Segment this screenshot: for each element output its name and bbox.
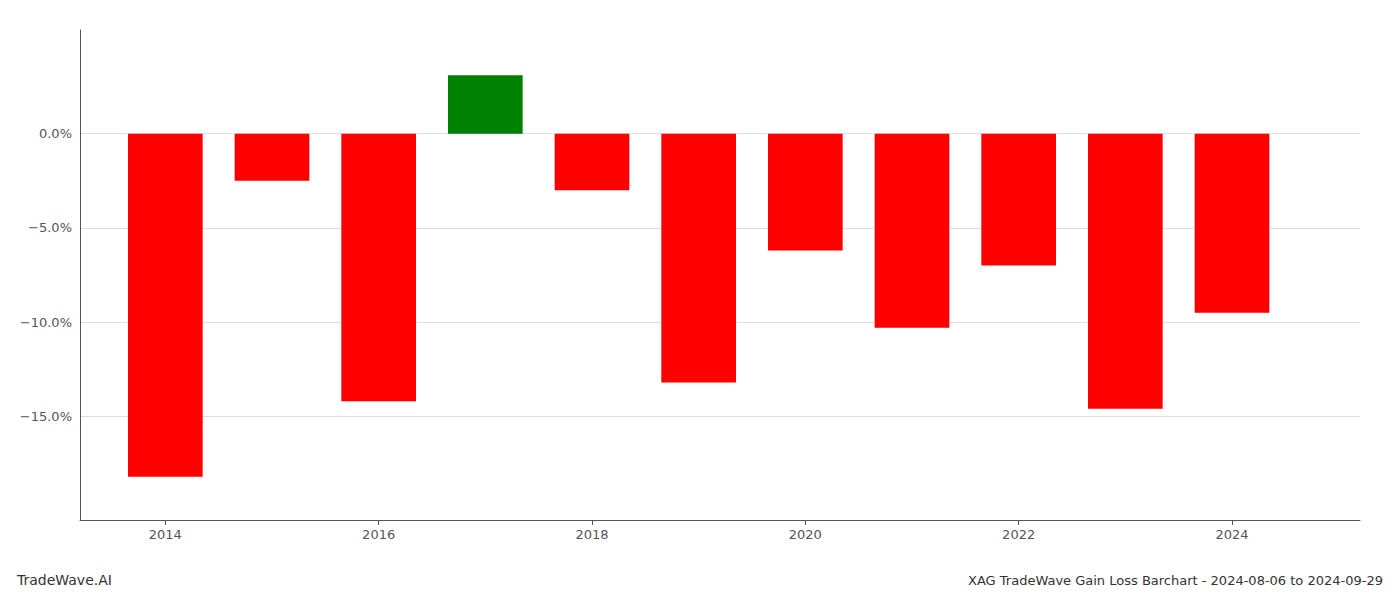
svg-text:−15.0%: −15.0% xyxy=(20,409,72,424)
svg-text:2020: 2020 xyxy=(789,527,822,542)
svg-text:2016: 2016 xyxy=(362,527,395,542)
svg-text:0.0%: 0.0% xyxy=(39,126,72,141)
svg-text:2018: 2018 xyxy=(575,527,608,542)
svg-text:2024: 2024 xyxy=(1215,527,1248,542)
svg-text:XAG TradeWave Gain Loss Barcha: XAG TradeWave Gain Loss Barchart - 2024-… xyxy=(968,573,1383,588)
svg-text:−10.0%: −10.0% xyxy=(20,315,72,330)
svg-text:TradeWave.AI: TradeWave.AI xyxy=(16,572,112,588)
svg-text:2014: 2014 xyxy=(149,527,182,542)
svg-text:−5.0%: −5.0% xyxy=(28,220,72,235)
svg-text:2022: 2022 xyxy=(1002,527,1035,542)
